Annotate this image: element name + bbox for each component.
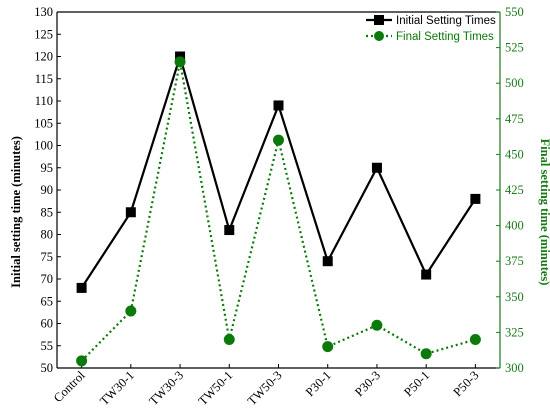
final-data-point [76, 355, 88, 367]
right-tick-label: 300 [505, 361, 524, 375]
initial-data-point [125, 207, 136, 218]
final-series [76, 56, 481, 367]
final-data-point [273, 134, 284, 146]
left-tick-label: 90 [41, 183, 54, 197]
series-layer [76, 51, 481, 367]
right-tick-label: 525 [505, 41, 524, 55]
left-tick-label: 95 [41, 161, 54, 175]
right-tick-label: 550 [505, 5, 524, 19]
right-tick-label: 350 [505, 290, 524, 304]
x-tick-label: TW50-1 [196, 368, 236, 408]
left-tick-label: 60 [41, 317, 54, 331]
right-tick-label: 400 [505, 219, 524, 233]
right-tick-label: 500 [505, 76, 524, 90]
left-tick-label: 65 [41, 294, 54, 308]
final-data-point [420, 348, 432, 360]
legend-label: Final Setting Times [396, 31, 494, 43]
legend-label: Initial Setting Times [396, 15, 496, 27]
left-tick-label: 110 [35, 94, 53, 108]
left-tick-label: 120 [34, 50, 53, 64]
left-tick-label: 125 [34, 27, 53, 41]
x-tick-label: P50-3 [450, 368, 481, 399]
initial-data-point [224, 225, 235, 236]
left-axis-ticks: 50 55 60 65 70 75 80 85 90 95 100 105 110 115 120 125 13… [34, 5, 61, 375]
x-tick-label: P30-3 [352, 368, 383, 399]
right-tick-label: 425 [505, 183, 524, 197]
left-tick-label: 75 [41, 250, 54, 264]
final-data-point [322, 341, 334, 353]
initial-data-point [470, 193, 481, 204]
final-data-point [174, 56, 186, 68]
x-tick-label: TW50-3 [245, 368, 285, 408]
left-tick-label: 130 [34, 5, 53, 19]
x-tick-label: Control [51, 368, 88, 405]
initial-data-point [421, 269, 432, 280]
initial-data-point [273, 100, 284, 111]
initial-data-point [322, 256, 333, 267]
initial-data-point [76, 282, 87, 293]
final-data-point [125, 305, 137, 317]
right-tick-label: 475 [505, 112, 524, 126]
left-tick-label: 70 [41, 272, 54, 286]
legend: Initial Setting Times Final Setting Times [366, 15, 496, 43]
left-tick-label: 55 [41, 339, 54, 353]
x-tick-label: TW30-3 [146, 368, 186, 408]
right-axis-title: Final setting time (minutes) [538, 139, 550, 286]
left-axis-title: Initial setting time (minutes) [9, 136, 23, 288]
final-data-point [371, 319, 383, 331]
right-axis-ticks: 300 325 350 375 400 425 450 475 500 525 550 [496, 5, 524, 375]
right-tick-label: 450 [505, 147, 524, 161]
left-tick-label: 80 [41, 228, 54, 242]
initial-data-point [371, 162, 382, 173]
left-tick-label: 85 [41, 205, 54, 219]
x-axis-ticks: Control TW30-1 TW30-3 TW50-1 TW50-3 P30-1 P30-… [51, 364, 482, 408]
left-tick-label: 105 [34, 116, 53, 130]
x-tick-label: P50-1 [401, 368, 432, 399]
left-tick-label: 50 [41, 361, 54, 375]
legend-square-marker [374, 15, 384, 25]
left-tick-label: 115 [35, 72, 53, 86]
x-tick-label: P30-1 [303, 368, 334, 399]
legend-circle-marker [374, 31, 384, 41]
x-tick-label: TW30-1 [97, 368, 137, 408]
right-tick-label: 375 [505, 254, 524, 268]
axes-layer [56, 11, 501, 369]
initial-series [76, 51, 481, 293]
right-tick-label: 325 [505, 325, 524, 339]
left-tick-label: 100 [34, 139, 53, 153]
final-data-point [469, 334, 481, 346]
initial-series-line [80, 52, 477, 289]
final-data-point [223, 334, 235, 346]
